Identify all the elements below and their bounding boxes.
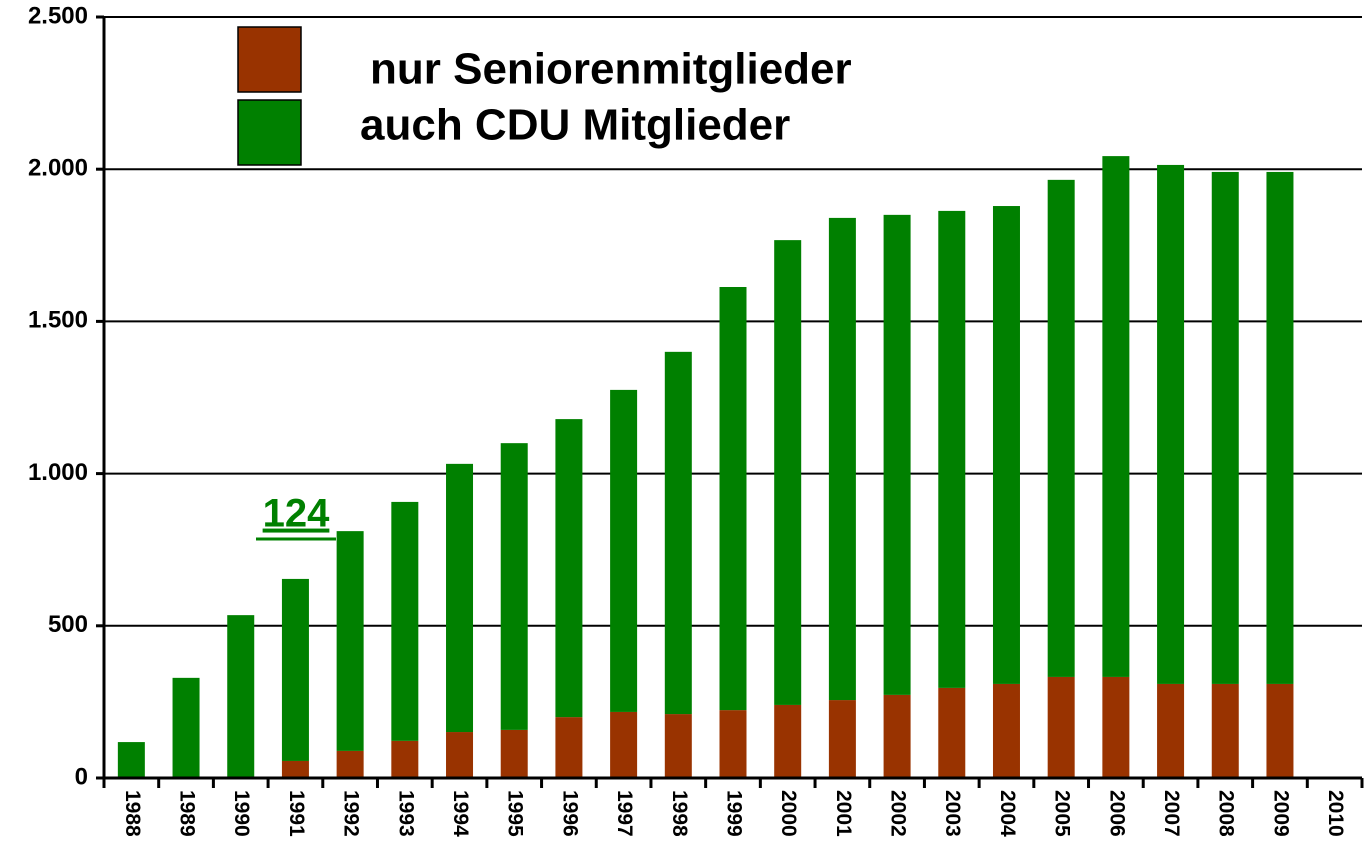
bar: [500, 729, 528, 778]
bar: [774, 240, 802, 705]
y-tick-label: 1.500: [28, 307, 88, 334]
bar: [1266, 171, 1294, 684]
x-tick-label: 1991: [285, 790, 308, 837]
x-tick-label: 1988: [121, 790, 144, 837]
y-tick-label: 2.500: [28, 2, 88, 29]
bar: [774, 704, 802, 778]
y-tick-label: 2.000: [28, 155, 88, 182]
x-tick-label: 2010: [1324, 790, 1347, 837]
bar: [664, 351, 692, 715]
bar: [1047, 676, 1075, 778]
bar: [117, 742, 145, 778]
x-tick-label: 1990: [230, 790, 253, 837]
bar: [1211, 171, 1239, 684]
bar: [992, 206, 1020, 684]
bar: [828, 217, 856, 701]
y-tick-label: 0: [75, 763, 88, 790]
x-tick-label: 1998: [668, 790, 691, 837]
x-tick-label: 1994: [449, 790, 472, 837]
bar: [555, 717, 583, 778]
bar: [883, 214, 911, 695]
bar: [1047, 179, 1075, 677]
bar: [391, 740, 419, 778]
bar: [610, 389, 638, 712]
x-tick-label: 2004: [996, 790, 1019, 837]
bar: [719, 710, 747, 778]
bar: [992, 683, 1020, 778]
bar: [938, 210, 966, 688]
bar: [446, 732, 474, 778]
x-tick-label: 2002: [887, 790, 910, 837]
annotation: 124: [263, 492, 330, 536]
x-tick-label: 1989: [175, 790, 198, 837]
bar: [1102, 156, 1130, 677]
bar: [938, 687, 966, 778]
x-tick-label: 2003: [941, 790, 964, 837]
x-tick-label: 2006: [1105, 790, 1128, 837]
legend-swatch: [237, 26, 302, 93]
bar: [1266, 683, 1294, 778]
bar: [172, 677, 200, 778]
bar: [500, 443, 528, 730]
legend-label: nur Seniorenmitglieder: [370, 45, 852, 94]
y-tick-label: 500: [48, 611, 88, 638]
bar: [1102, 676, 1130, 778]
bar: [664, 714, 692, 778]
y-tick-label: 1.000: [28, 459, 88, 486]
bar: [610, 711, 638, 778]
x-tick-label: 1997: [613, 790, 636, 837]
x-tick-label: 1993: [394, 790, 417, 837]
x-tick-label: 2000: [777, 790, 800, 837]
x-tick-label: 2008: [1215, 790, 1238, 837]
bar: [446, 463, 474, 733]
x-tick-label: 2009: [1269, 790, 1292, 837]
x-tick-label: 1995: [504, 790, 527, 837]
x-tick-label: 1999: [722, 790, 745, 837]
x-tick-label: 1996: [558, 790, 581, 837]
bar: [555, 419, 583, 718]
bar: [281, 578, 309, 761]
x-tick-label: 2005: [1051, 790, 1074, 837]
bar: [391, 501, 419, 741]
bar: [1211, 683, 1239, 778]
x-tick-label: 1992: [340, 790, 363, 837]
bar: [281, 760, 309, 778]
bar: [336, 750, 364, 778]
bar: [828, 700, 856, 778]
x-tick-label: 2007: [1160, 790, 1183, 837]
bar: [1157, 164, 1185, 684]
bar: [336, 531, 364, 751]
bar: [883, 694, 911, 778]
bar: [1157, 683, 1185, 778]
legend-swatch: [237, 99, 302, 166]
bar: [227, 615, 255, 778]
legend-label: auch CDU Mitglieder: [360, 101, 790, 150]
bar: [719, 287, 747, 711]
x-tick-label: 2001: [832, 790, 855, 837]
